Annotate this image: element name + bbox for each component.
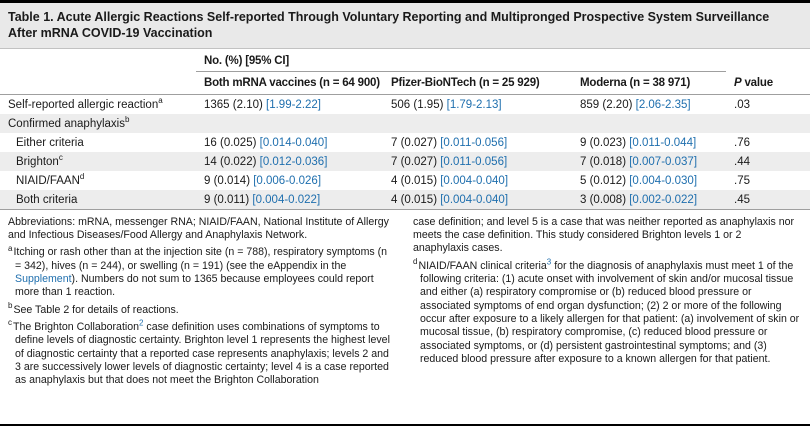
confidence-interval: [0.007-0.037] xyxy=(629,155,698,168)
table-row: NIAID/FAANd 9 (0.014) [0.006-0.026] 4 (0.0… xyxy=(0,171,810,190)
footnotes-left: Abbreviations: mRNA, messenger RNA; NIAI… xyxy=(8,216,395,392)
table-row: Brightonc 14 (0.022) [0.012-0.036] 7 (0.02… xyxy=(0,151,810,171)
value-cell: 16 (0.025) [0.014-0.040] xyxy=(204,136,328,149)
p-value-cell: .03 xyxy=(734,98,750,111)
footnote: cThe Brighton Collaboration2 case defini… xyxy=(8,318,395,388)
value-cell: 9 (0.011) [0.004-0.022] xyxy=(204,193,321,206)
confidence-interval: [0.014-0.040] xyxy=(259,136,328,149)
value-cell: 9 (0.014) [0.006-0.026] xyxy=(204,174,322,187)
confidence-interval: [0.004-0.040] xyxy=(440,174,509,187)
confidence-interval: [1.79-2.13] xyxy=(446,98,502,111)
row-label: Either criteria xyxy=(16,136,84,149)
footnotes: Abbreviations: mRNA, messenger RNA; NIAI… xyxy=(0,208,810,398)
footnote-marker: c xyxy=(8,318,12,328)
footnote-marker: c xyxy=(58,152,63,162)
footnote: dNIAID/FAAN clinical criteria3 for the d… xyxy=(413,257,800,367)
p-value-cell: .76 xyxy=(734,136,750,149)
footnote-text: NIAID/FAAN clinical criteria xyxy=(418,259,547,272)
table-header: No. (%) [95% CI] P value Both mRNA vacci… xyxy=(0,49,810,95)
confidence-interval: [0.002-0.022] xyxy=(629,193,698,206)
footnote-text: for the diagnosis of anaphylaxis must me… xyxy=(420,259,800,365)
reference-citation-link[interactable]: 3 xyxy=(546,257,552,266)
footnote-text: The Brighton Collaboration xyxy=(13,320,140,333)
value-cell: 506 (1.95) [1.79-2.13] xyxy=(391,98,502,111)
table-row: Both criteria 9 (0.011) [0.004-0.022] 4 (0… xyxy=(0,189,810,209)
footnote-text: case definition uses combinations of sym… xyxy=(15,320,390,387)
confidence-interval: [0.004-0.040] xyxy=(440,193,509,206)
footnote-marker: b xyxy=(124,114,130,124)
column-header-moderna: Moderna (n = 38 971) xyxy=(580,76,691,89)
footnote-marker: d xyxy=(79,171,85,181)
confidence-interval: [1.99-2.22] xyxy=(266,98,321,111)
value-cell: 14 (0.022) [0.012-0.036] xyxy=(204,155,328,168)
value-cell: 1365 (2.10) [1.99-2.22] xyxy=(204,98,321,111)
value-cell: 4 (0.015) [0.004-0.040] xyxy=(391,174,509,187)
value-cell: 7 (0.018) [0.007-0.037] xyxy=(580,155,698,168)
p-value-cell: .45 xyxy=(734,193,750,206)
footnote-marker: d xyxy=(413,257,418,266)
footnote: case definition; and level 5 is a case t… xyxy=(413,216,800,256)
p-value-cell: .44 xyxy=(734,155,750,168)
confidence-interval: [2.06-2.35] xyxy=(635,98,691,111)
confidence-interval: [0.004-0.022] xyxy=(252,193,321,206)
footnote-text: Abbreviations: mRNA, messenger RNA; NIAI… xyxy=(8,215,389,241)
header-spacer xyxy=(0,49,196,72)
table-row: Either criteria 16 (0.025) [0.014-0.040] 7… xyxy=(0,133,810,152)
table-row: Confirmed anaphylaxisb xyxy=(0,113,810,133)
supplement-link[interactable]: Supplement xyxy=(15,272,72,285)
group-header: No. (%) [95% CI] xyxy=(196,49,726,72)
footnote-text: ). Numbers do not sum to 1365 because em… xyxy=(15,272,374,299)
confidence-interval: [0.004-0.030] xyxy=(629,174,698,187)
footnote-text: Itching or rash other than at the inject… xyxy=(13,246,388,272)
footnote-text: See Table 2 for details of reactions. xyxy=(13,303,179,316)
row-label: Both criteria xyxy=(16,193,78,206)
table-body: Self-reported allergic reactiona 1365 (2.… xyxy=(0,95,810,209)
footnote-marker: a xyxy=(8,243,13,253)
footnote: bSee Table 2 for details of reactions. xyxy=(8,301,395,317)
confidence-interval: [0.011-0.056] xyxy=(440,155,508,168)
p-value-cell: .75 xyxy=(734,174,750,187)
footnote-marker: a xyxy=(158,95,163,105)
row-label: NIAID/FAANd xyxy=(16,171,85,187)
confidence-interval: [0.006-0.026] xyxy=(253,174,322,187)
value-cell: 5 (0.012) [0.004-0.030] xyxy=(580,174,698,187)
reference-citation-link[interactable]: 2 xyxy=(139,318,144,328)
confidence-interval: [0.011-0.056] xyxy=(440,136,508,149)
header-spacer xyxy=(0,72,196,94)
table-title: Table 1. Acute Allergic Reactions Self-r… xyxy=(0,3,810,49)
value-cell: 859 (2.20) [2.06-2.35] xyxy=(580,98,691,111)
value-cell: 7 (0.027) [0.011-0.056] xyxy=(391,136,508,149)
row-label: Self-reported allergic reactiona xyxy=(8,95,163,111)
row-label: Confirmed anaphylaxisb xyxy=(8,114,130,130)
footnote: Abbreviations: mRNA, messenger RNA; NIAI… xyxy=(8,216,395,243)
confidence-interval: [0.011-0.044] xyxy=(629,136,697,149)
footnote-marker: b xyxy=(8,301,13,311)
footnote-text: case definition; and level 5 is a case t… xyxy=(413,215,795,255)
column-header-both-mrna: Both mRNA vaccines (n = 64 900) xyxy=(204,76,380,89)
value-cell: 3 (0.008) [0.002-0.022] xyxy=(580,193,698,206)
row-label: Brightonc xyxy=(16,152,63,168)
footnote: aItching or rash other than at the injec… xyxy=(8,243,395,299)
table-row: Self-reported allergic reactiona 1365 (2.… xyxy=(0,95,810,114)
p-value-header: P value xyxy=(734,76,773,89)
value-cell: 4 (0.015) [0.004-0.040] xyxy=(391,193,509,206)
value-cell: 9 (0.023) [0.011-0.044] xyxy=(580,136,697,149)
value-cell: 7 (0.027) [0.011-0.056] xyxy=(391,155,508,168)
confidence-interval: [0.012-0.036] xyxy=(259,155,328,168)
column-header-pfizer: Pfizer-BioNTech (n = 25 929) xyxy=(391,76,540,89)
footnotes-right: case definition; and level 5 is a case t… xyxy=(413,216,800,392)
